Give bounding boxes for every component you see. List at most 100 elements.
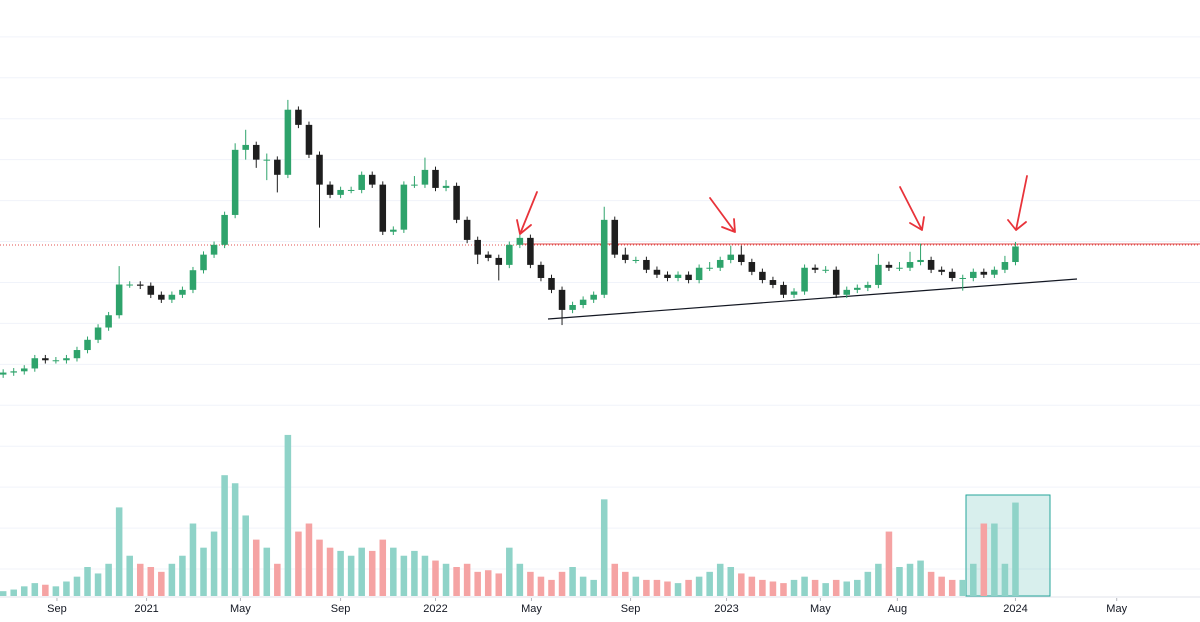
- volume-bar: [537, 576, 545, 596]
- volume-bar: [980, 523, 988, 596]
- candle-body: [0, 372, 7, 375]
- candle-body: [537, 264, 545, 278]
- candle-body: [590, 294, 597, 300]
- volume-bar: [991, 523, 998, 596]
- volume-bar: [316, 539, 323, 596]
- candle-body: [10, 371, 17, 373]
- candle-body: [442, 185, 450, 188]
- candle-body: [474, 239, 481, 255]
- volume-bar: [738, 573, 745, 596]
- candle-body: [790, 291, 798, 295]
- candle-body: [274, 159, 281, 175]
- candle-body: [527, 237, 534, 265]
- volume-bar: [643, 579, 650, 596]
- volume-bar: [938, 576, 945, 596]
- volume-bar: [875, 563, 882, 596]
- candle-body: [200, 254, 207, 271]
- candle-body: [358, 174, 365, 190]
- volume-bar: [284, 434, 292, 596]
- candle-body: [885, 264, 893, 268]
- candle-body: [316, 154, 323, 185]
- volume-bar: [906, 563, 914, 596]
- arrow: [709, 197, 736, 233]
- volume-bar: [411, 550, 418, 596]
- volume-bar: [600, 499, 608, 596]
- candle-body: [390, 229, 397, 232]
- volume-bar: [442, 563, 450, 596]
- candle-body: [769, 280, 777, 285]
- volume-bar: [632, 576, 640, 596]
- volume-bar: [548, 579, 555, 596]
- volume-bar: [927, 571, 935, 596]
- volume-bar: [432, 560, 439, 596]
- volume-bar: [221, 475, 228, 596]
- grid: [0, 36, 1200, 570]
- volume-bar: [179, 555, 186, 596]
- candle-body: [94, 327, 102, 340]
- arrow: [1007, 175, 1028, 231]
- volume-bar: [506, 547, 513, 596]
- volume-bar: [832, 579, 840, 596]
- volume-bar: [200, 547, 207, 596]
- volume-bar: [20, 586, 28, 596]
- volume-bar: [527, 571, 534, 596]
- volume-bar: [843, 581, 851, 596]
- support-line: [547, 278, 1078, 320]
- candle-body: [411, 184, 418, 186]
- x-tick-label: 2023: [714, 603, 738, 615]
- volume-bar: [126, 555, 133, 596]
- candle-body: [105, 315, 112, 328]
- volume-bar: [115, 507, 123, 596]
- volume-bar: [664, 581, 671, 596]
- candle-body: [970, 271, 977, 278]
- candle-body: [548, 277, 555, 290]
- candle-body: [158, 294, 165, 300]
- candle-body: [421, 169, 429, 185]
- volume-bar: [516, 563, 524, 596]
- volume-bar: [368, 550, 376, 596]
- candle-body: [579, 299, 587, 305]
- candle-body: [126, 284, 133, 286]
- volume-bar: [896, 567, 903, 596]
- volume-bar: [790, 579, 798, 596]
- volume-bar: [948, 579, 956, 596]
- candle-body: [854, 287, 861, 290]
- volume-bar: [274, 563, 281, 596]
- candle-body: [948, 271, 956, 278]
- volume-bar: [0, 591, 7, 596]
- candle-body: [463, 219, 471, 240]
- volume-bar: [136, 563, 144, 596]
- volume-bar: [474, 571, 481, 596]
- volume-bar: [674, 583, 682, 596]
- candle-body: [938, 269, 945, 272]
- volume-bar: [780, 583, 787, 596]
- volume-bar: [252, 539, 260, 596]
- candle-body: [42, 358, 49, 361]
- volume-bar: [727, 567, 735, 596]
- volume-bar: [484, 570, 492, 596]
- candle-body: [115, 284, 123, 316]
- volume-bar: [1012, 502, 1019, 596]
- candle-body: [896, 267, 903, 269]
- x-tick-label: Sep: [621, 603, 641, 615]
- x-tick-label: Sep: [47, 603, 67, 615]
- candle-body: [959, 277, 967, 279]
- candle-body: [780, 284, 787, 295]
- volume-bar: [63, 581, 70, 596]
- volume-bar: [970, 563, 977, 596]
- candle-body: [674, 274, 682, 278]
- candle-body: [664, 274, 671, 278]
- candle-body: [231, 149, 239, 215]
- candle-body: [210, 244, 218, 255]
- volume-bar: [801, 576, 808, 596]
- volume-bar: [716, 563, 724, 596]
- volume-bar: [864, 571, 872, 596]
- x-axis: Sep 2021 May Sep 2022 May Sep 2023 May Aug 2024 May: [0, 596, 1200, 615]
- candle-body: [295, 109, 302, 125]
- x-tick-label: Aug: [888, 603, 908, 615]
- candle-body: [84, 339, 91, 351]
- candle-body: [368, 174, 376, 185]
- volume-bar: [822, 583, 829, 596]
- x-tick-label: May: [230, 603, 251, 615]
